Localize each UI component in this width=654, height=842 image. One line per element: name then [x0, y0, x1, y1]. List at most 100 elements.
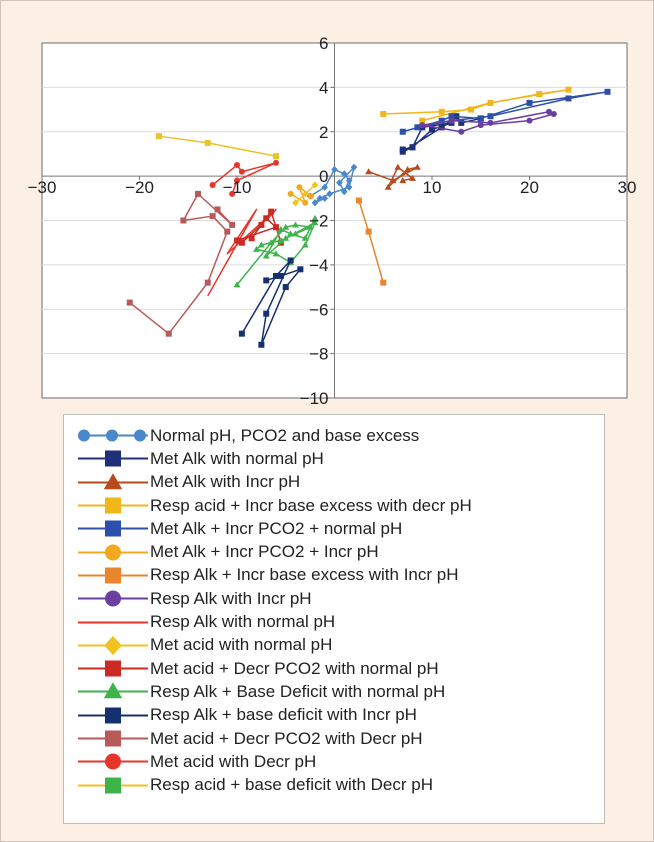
data-point: [229, 190, 236, 197]
data-point: [277, 272, 284, 279]
data-point: [267, 239, 275, 246]
legend-swatch: [78, 497, 148, 514]
legend-label: Resp acid + Incr base excess with decr p…: [150, 495, 472, 515]
series-7: [419, 108, 557, 135]
legend-marker: [105, 497, 121, 514]
data-point: [546, 108, 552, 115]
legend-label: Met Alk with Incr pH: [150, 472, 301, 492]
data-point: [273, 272, 279, 279]
legend-item: Met acid + Decr PCO2 with normal pH: [64, 657, 604, 680]
data-point: [301, 190, 309, 198]
data-point: [214, 206, 221, 213]
data-point: [389, 177, 397, 184]
data-point: [287, 230, 295, 237]
legend-item: Resp Alk with Incr pH: [64, 587, 604, 610]
data-point: [458, 128, 465, 135]
data-point: [458, 119, 465, 126]
data-point: [399, 148, 406, 155]
legend-item: Met Alk with normal pH: [64, 447, 604, 470]
data-point: [311, 214, 319, 221]
data-point: [234, 237, 240, 244]
data-point: [487, 113, 494, 120]
data-point: [487, 99, 494, 106]
data-point: [126, 299, 133, 306]
data-point: [438, 108, 445, 115]
legend-marker: [104, 635, 122, 655]
data-point: [326, 190, 333, 198]
legend-item: Resp acid + base deficit with Decr pH: [64, 773, 604, 796]
data-point: [204, 279, 211, 286]
data-point: [419, 122, 426, 129]
legend-label: Met Alk + Incr PCO2 + Incr pH: [150, 542, 379, 562]
series-2: [365, 163, 421, 190]
legend-label: Resp Alk + Incr base excess with Incr pH: [150, 565, 459, 585]
x-tick-label: −20: [125, 178, 154, 197]
data-point: [282, 234, 290, 241]
data-point: [487, 119, 494, 126]
data-point: [258, 221, 265, 228]
data-point: [365, 168, 373, 175]
series-line: [368, 166, 419, 188]
legend-label: Resp Alk + base deficit with Incr pH: [150, 705, 417, 725]
data-point: [209, 213, 216, 220]
data-point: [536, 91, 543, 98]
y-tick-label: −4: [309, 256, 328, 275]
data-point: [429, 126, 435, 133]
data-point: [565, 86, 572, 93]
y-tick-label: −10: [300, 389, 329, 408]
legend-marker: [134, 429, 146, 442]
data-point: [272, 250, 280, 257]
legend-label: Resp Alk with Incr pH: [150, 588, 312, 608]
data-point: [331, 165, 338, 174]
legend-label: Met acid + Decr PCO2 with normal pH: [150, 658, 439, 678]
data-point: [477, 115, 484, 122]
tick-labels: −30 −20 −10 10 20 30 −10 −8 −6 −4 −2 2 4 6 0: [28, 34, 637, 408]
data-point: [321, 194, 329, 202]
axes: [41, 42, 628, 399]
data-point: [263, 310, 270, 317]
data-point: [262, 252, 270, 259]
x-tick-label: −30: [28, 178, 57, 197]
series-line: [383, 88, 570, 122]
legend-label: Normal pH, PCO2 and base excess: [150, 425, 420, 445]
legend-label: Met acid with Decr pH: [150, 751, 317, 771]
legend-marker: [105, 730, 121, 747]
data-point: [297, 266, 304, 273]
series-0: [306, 163, 358, 207]
data-point: [263, 277, 270, 284]
legend-item: Normal pH, PCO2 and base excess: [64, 424, 604, 447]
data-point: [438, 117, 445, 124]
data-point: [248, 235, 255, 242]
legend-item: Resp Alk + Base Deficit with normal pH: [64, 680, 604, 703]
data-point: [345, 183, 353, 191]
data-point: [257, 241, 265, 248]
legend-marker: [105, 544, 121, 561]
data-point: [394, 163, 402, 170]
data-point: [282, 284, 289, 291]
data-point: [380, 111, 387, 117]
data-point: [277, 237, 285, 244]
data-point: [238, 330, 245, 337]
legend-marker: [105, 520, 121, 537]
legend-item: Met Alk + Incr PCO2 + Incr pH: [64, 540, 604, 563]
data-point: [292, 230, 299, 237]
data-point: [345, 176, 353, 185]
data-point: [336, 179, 343, 187]
legend-marker: [106, 429, 118, 442]
legend-label: Resp Alk + Base Deficit with normal pH: [150, 681, 446, 701]
legend-item: Resp Alk with normal pH: [64, 610, 604, 633]
series-11: [233, 214, 319, 288]
series-layer: [126, 86, 611, 348]
x-tick-label: −10: [223, 178, 252, 197]
data-point: [419, 117, 426, 124]
data-point: [180, 217, 187, 224]
data-point: [156, 133, 162, 140]
legend-swatch: [78, 544, 148, 561]
legend-marker: [105, 707, 121, 724]
legend-item: Resp acid + Incr base excess with decr p…: [64, 494, 604, 517]
data-point: [273, 224, 279, 231]
legend-item: Met acid with normal pH: [64, 634, 604, 657]
legend-item: Met Alk + Incr PCO2 + normal pH: [64, 517, 604, 540]
series-14: [209, 159, 279, 197]
data-point: [224, 228, 231, 235]
